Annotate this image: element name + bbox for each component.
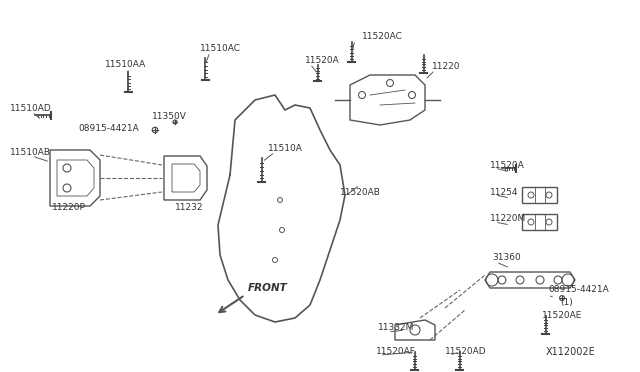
Text: (1): (1) (560, 298, 573, 307)
Text: 11520AE: 11520AE (542, 311, 582, 320)
Text: 11520AF: 11520AF (376, 347, 416, 356)
Text: 11220P: 11220P (52, 202, 86, 212)
Text: 11520AC: 11520AC (362, 32, 403, 41)
Text: 08915-4421A: 08915-4421A (548, 285, 609, 295)
Text: 11332M: 11332M (378, 324, 414, 333)
Text: 08915-4421A: 08915-4421A (78, 124, 139, 132)
Text: 11510AA: 11510AA (105, 60, 147, 68)
Text: 11510AD: 11510AD (10, 103, 52, 112)
Text: 11520A: 11520A (305, 55, 340, 64)
Text: 11520AB: 11520AB (340, 187, 381, 196)
Text: 11510A: 11510A (268, 144, 303, 153)
Text: 11520AD: 11520AD (445, 347, 486, 356)
Text: 11220: 11220 (432, 61, 461, 71)
Text: 11254: 11254 (490, 187, 518, 196)
Text: 11232: 11232 (175, 202, 204, 212)
Text: 11520A: 11520A (490, 160, 525, 170)
Text: 31360: 31360 (492, 253, 521, 263)
Text: 11510AC: 11510AC (200, 44, 241, 52)
Text: X112002E: X112002E (545, 347, 595, 357)
Text: 11220M: 11220M (490, 214, 526, 222)
Text: FRONT: FRONT (248, 283, 288, 293)
Text: 11510AB: 11510AB (10, 148, 51, 157)
Text: 11350V: 11350V (152, 112, 187, 121)
